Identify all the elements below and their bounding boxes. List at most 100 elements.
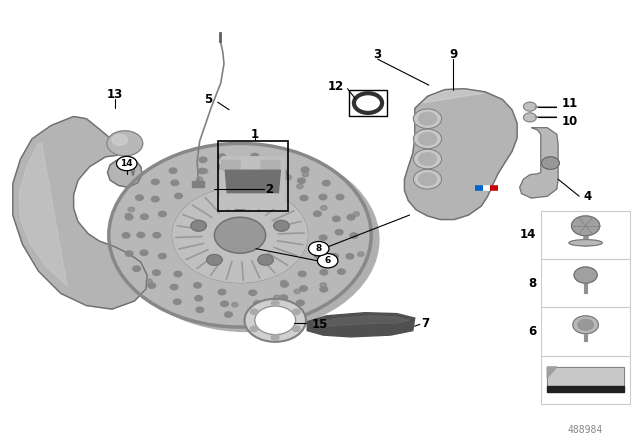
Circle shape (232, 199, 248, 210)
Circle shape (319, 194, 327, 200)
Circle shape (171, 180, 179, 185)
FancyBboxPatch shape (349, 90, 387, 116)
Circle shape (116, 148, 379, 332)
Polygon shape (314, 316, 410, 327)
Circle shape (285, 175, 292, 180)
Polygon shape (19, 143, 67, 286)
Circle shape (300, 286, 307, 291)
Text: 2: 2 (266, 182, 274, 196)
Circle shape (320, 270, 328, 275)
Circle shape (301, 167, 309, 172)
Circle shape (221, 175, 229, 181)
Circle shape (148, 283, 156, 289)
Circle shape (152, 179, 159, 185)
Text: 6: 6 (324, 256, 331, 265)
Circle shape (198, 168, 206, 174)
Circle shape (109, 143, 371, 327)
Circle shape (346, 254, 354, 259)
Circle shape (541, 157, 559, 169)
Text: 12: 12 (328, 79, 344, 93)
Circle shape (153, 233, 161, 238)
Circle shape (337, 269, 345, 274)
Circle shape (413, 169, 442, 189)
Circle shape (336, 194, 344, 200)
FancyBboxPatch shape (221, 157, 285, 208)
Circle shape (321, 206, 327, 210)
Circle shape (308, 241, 329, 256)
Circle shape (175, 193, 182, 198)
Circle shape (232, 302, 238, 307)
Circle shape (274, 295, 280, 300)
Circle shape (320, 283, 326, 287)
Circle shape (353, 212, 360, 216)
Polygon shape (520, 128, 558, 198)
Circle shape (280, 170, 287, 176)
Polygon shape (13, 116, 147, 309)
Circle shape (255, 306, 296, 335)
Text: 5: 5 (204, 93, 212, 106)
Circle shape (297, 184, 303, 189)
Circle shape (221, 301, 228, 306)
Circle shape (174, 271, 182, 277)
Text: 14: 14 (120, 159, 133, 168)
Circle shape (202, 169, 208, 173)
Circle shape (218, 164, 226, 170)
Circle shape (274, 157, 282, 163)
Circle shape (250, 309, 258, 314)
Circle shape (573, 316, 598, 334)
Text: 4: 4 (584, 190, 592, 203)
Circle shape (524, 113, 536, 122)
Circle shape (578, 319, 593, 330)
Text: 9: 9 (449, 48, 457, 61)
Circle shape (298, 178, 305, 183)
Circle shape (253, 301, 261, 306)
Circle shape (125, 213, 132, 218)
Circle shape (137, 233, 145, 238)
Circle shape (281, 282, 289, 287)
Circle shape (413, 129, 442, 149)
Polygon shape (547, 367, 557, 378)
Polygon shape (422, 90, 483, 103)
Circle shape (335, 229, 343, 235)
Text: 14: 14 (520, 228, 536, 241)
Text: 1: 1 (251, 128, 259, 141)
Text: 8: 8 (528, 276, 536, 290)
Circle shape (419, 173, 436, 185)
Circle shape (276, 181, 284, 187)
Text: 15: 15 (312, 318, 328, 331)
Text: 10: 10 (562, 115, 578, 129)
Circle shape (125, 251, 133, 256)
Circle shape (195, 296, 202, 301)
Circle shape (280, 295, 287, 300)
Circle shape (128, 207, 134, 212)
Circle shape (323, 181, 330, 186)
Circle shape (413, 149, 442, 169)
Circle shape (153, 270, 161, 276)
Circle shape (294, 289, 300, 294)
Circle shape (274, 220, 289, 231)
Circle shape (296, 300, 304, 306)
Circle shape (122, 233, 130, 238)
Circle shape (271, 301, 279, 306)
Circle shape (319, 235, 327, 241)
Circle shape (358, 252, 364, 256)
Text: 13: 13 (107, 87, 124, 101)
Circle shape (220, 165, 227, 169)
Polygon shape (192, 181, 204, 187)
Text: 11: 11 (562, 97, 578, 111)
Circle shape (271, 335, 279, 340)
Circle shape (196, 177, 203, 181)
Circle shape (292, 326, 300, 332)
Circle shape (419, 153, 436, 165)
Circle shape (333, 216, 340, 221)
Circle shape (269, 308, 276, 312)
Polygon shape (404, 89, 517, 220)
Circle shape (141, 214, 148, 220)
Circle shape (246, 175, 254, 180)
Circle shape (218, 289, 226, 295)
Circle shape (250, 164, 257, 169)
Circle shape (191, 220, 206, 231)
Polygon shape (307, 313, 415, 337)
Circle shape (194, 283, 202, 288)
Circle shape (317, 254, 338, 268)
